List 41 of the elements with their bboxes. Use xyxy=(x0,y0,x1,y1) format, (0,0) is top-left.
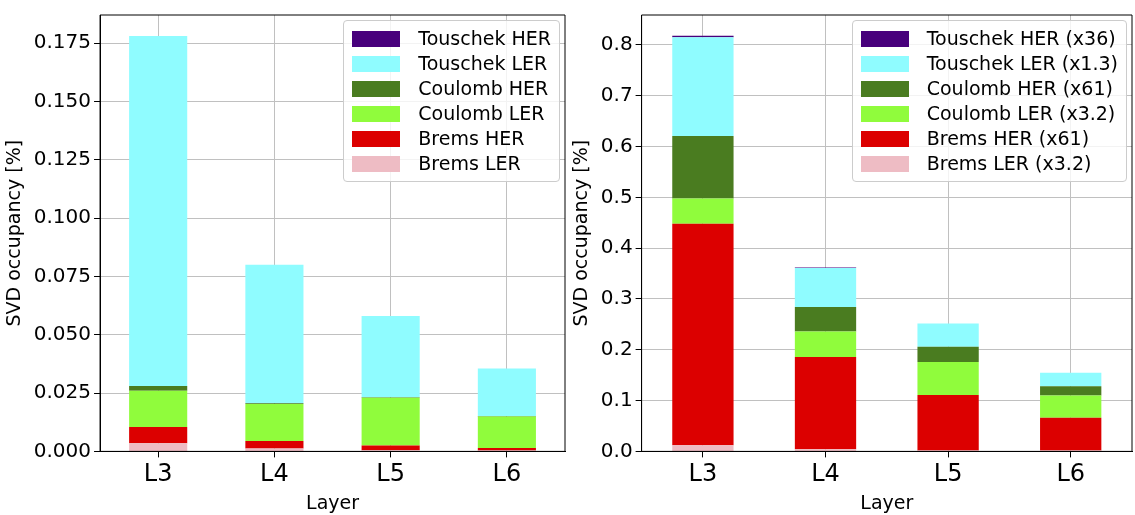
y-axis-title: SVD occupancy [%] xyxy=(569,139,592,327)
y-tick-label: 0.1 xyxy=(600,386,633,411)
y-tick-label: 0.0 xyxy=(600,437,633,462)
legend-label: Coulomb HER xyxy=(418,76,549,101)
y-axis-title: SVD occupancy [%] xyxy=(2,139,25,327)
x-axis-title: Layer xyxy=(306,490,360,513)
y-tick-label: 0.075 xyxy=(33,262,92,287)
y-tick-label: 0.5 xyxy=(600,183,633,208)
legend-label: Brems LER (x3.2) xyxy=(926,151,1092,176)
y-tick-label: 0.6 xyxy=(600,132,633,157)
y-tick-label: 0.7 xyxy=(600,81,633,106)
x-tick-label: L5 xyxy=(933,459,963,488)
legend-label: Brems HER (x61) xyxy=(926,126,1090,151)
y-tick-label: 0.000 xyxy=(33,437,92,462)
y-tick-label: 0.2 xyxy=(600,336,633,360)
legend-label: Touschek LER xyxy=(418,51,548,76)
legend-label: Coulomb HER (x61) xyxy=(926,76,1113,101)
y-tick-label: 0.3 xyxy=(600,285,633,310)
legend-label: Coulomb LER (x3.2) xyxy=(926,101,1116,126)
x-tick-label: L6 xyxy=(1056,459,1086,488)
legend-label: Touschek HER xyxy=(418,26,551,51)
y-tick-label: 0.100 xyxy=(33,204,92,229)
x-tick-label: L4 xyxy=(260,459,289,488)
x-axis-title: Layer xyxy=(860,490,914,513)
x-tick-label: L5 xyxy=(376,459,405,488)
x-tick-label: L3 xyxy=(143,459,173,488)
y-tick-label: 0.8 xyxy=(600,31,633,56)
x-tick-label: L3 xyxy=(688,459,718,488)
y-tick-label: 0.175 xyxy=(33,29,92,54)
y-tick-label: 0.150 xyxy=(33,87,92,112)
legend-label: Brems LER xyxy=(418,151,521,176)
y-tick-label: 0.4 xyxy=(600,234,633,259)
y-tick-label: 0.025 xyxy=(33,379,92,404)
legend-label: Coulomb LER xyxy=(418,101,545,126)
x-tick-label: L6 xyxy=(492,459,522,488)
legend-label: Brems HER xyxy=(418,126,525,151)
y-tick-label: 0.050 xyxy=(33,320,92,345)
y-tick-label: 0.125 xyxy=(33,145,92,170)
legend-label: Touschek HER (x36) xyxy=(926,26,1116,51)
x-tick-label: L4 xyxy=(811,459,840,488)
legend-label: Touschek LER (x1.3) xyxy=(926,51,1118,76)
